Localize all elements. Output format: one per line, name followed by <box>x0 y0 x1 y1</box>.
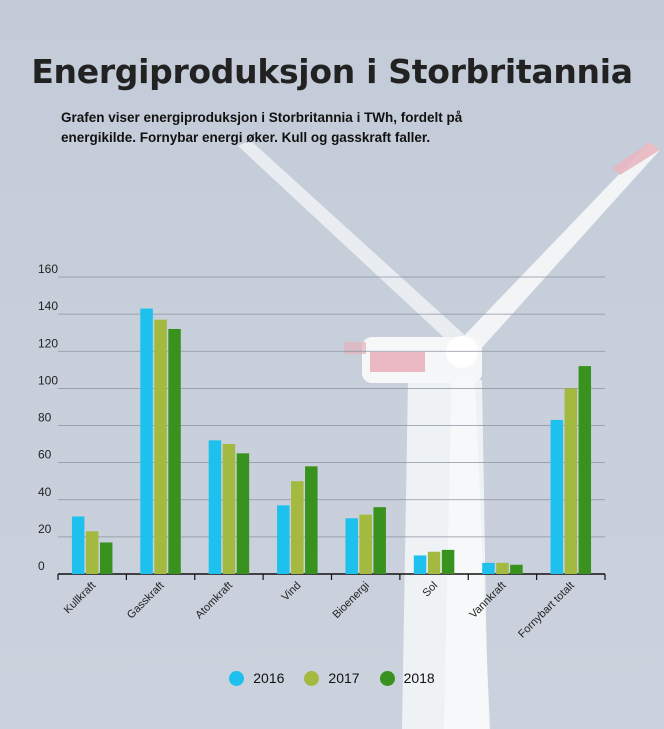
bar-2018-5 <box>441 549 455 574</box>
x-tick-label: Bioenergi <box>330 580 371 621</box>
bar-2018-4 <box>373 507 386 574</box>
y-tick-label: 140 <box>38 299 58 313</box>
bar-2016-0 <box>71 516 85 574</box>
bar-2018-3 <box>305 466 318 574</box>
y-tick-label: 0 <box>38 559 45 573</box>
bar-2016-5 <box>413 555 427 574</box>
legend-swatch-2018 <box>379 670 395 686</box>
bar-2018-6 <box>510 564 523 574</box>
bar-2017-0 <box>85 531 99 574</box>
bar-2018-2 <box>236 453 250 574</box>
legend-swatch-2016 <box>229 670 245 686</box>
legend-item-2016[interactable]: 2016 <box>229 670 284 686</box>
bar-2017-1 <box>154 319 167 574</box>
x-tick-label: Fornybart totalt <box>516 580 577 641</box>
chart-subtitle: Grafen viser energiproduksjon i Storbrit… <box>61 110 463 145</box>
bar-2017-3 <box>291 481 304 574</box>
x-tick-label: Vind <box>280 580 304 604</box>
bar-2016-1 <box>140 308 153 574</box>
bar-2016-3 <box>277 505 290 574</box>
bar-2018-7 <box>578 366 592 574</box>
x-tick-label: Kullkraft <box>62 580 99 617</box>
legend-item-2018[interactable]: 2018 <box>379 670 435 686</box>
chart-title: Energiproduksjon i Storbritannia <box>31 52 633 91</box>
bar-2016-2 <box>208 440 222 574</box>
y-tick-label: 100 <box>38 373 58 387</box>
y-tick-label: 120 <box>38 336 58 350</box>
y-tick-label: 160 <box>38 262 58 276</box>
chart-legend: 2016 2017 2018 <box>0 670 664 686</box>
legend-item-2017[interactable]: 2017 <box>304 670 360 686</box>
bar-2016-6 <box>482 562 495 574</box>
bar-2018-1 <box>168 328 181 574</box>
bar-2017-6 <box>496 562 509 574</box>
bar-2017-4 <box>359 514 372 574</box>
legend-label-2018: 2018 <box>403 670 435 686</box>
bar-2016-7 <box>550 419 564 574</box>
bar-2017-7 <box>564 388 578 574</box>
bar-2017-5 <box>427 551 441 574</box>
y-tick-label: 60 <box>38 448 52 462</box>
legend-swatch-2017 <box>304 670 320 686</box>
bar-2017-2 <box>222 444 236 574</box>
x-tick-label: Sol <box>420 580 440 600</box>
bar-2018-0 <box>99 542 113 574</box>
bar-2016-4 <box>345 518 358 574</box>
legend-label-2017: 2017 <box>328 670 360 686</box>
x-tick-label: Vannkraft <box>467 580 508 621</box>
x-tick-label: Gasskraft <box>125 580 167 622</box>
y-tick-label: 20 <box>38 522 52 536</box>
legend-label-2016: 2016 <box>253 670 285 686</box>
y-tick-label: 40 <box>38 485 52 499</box>
y-tick-label: 80 <box>38 411 52 425</box>
x-tick-label: Atomkraft <box>193 580 235 622</box>
